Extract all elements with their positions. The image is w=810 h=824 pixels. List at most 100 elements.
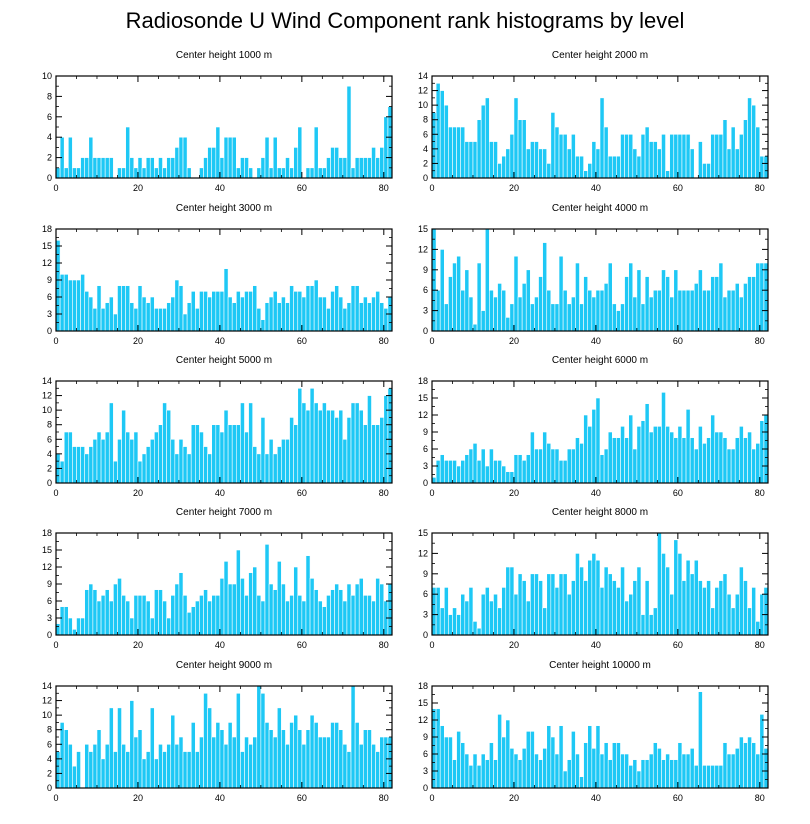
histogram-bar: [313, 402, 319, 484]
histogram-bar: [575, 437, 580, 484]
histogram-bar: [689, 437, 695, 484]
histogram-bar: [689, 289, 695, 332]
histogram-bar: [322, 167, 327, 179]
histogram-bar: [117, 167, 122, 179]
histogram-bar: [751, 276, 757, 332]
histogram-bar: [342, 743, 348, 789]
histogram-bar: [648, 141, 654, 179]
y-tick-label: 14: [418, 71, 428, 81]
histogram-bar: [276, 446, 282, 484]
histogram-bar: [121, 409, 126, 484]
y-tick-label: 8: [47, 91, 52, 101]
histogram-bar: [702, 443, 707, 484]
histogram-bar: [624, 276, 629, 332]
histogram-bar: [554, 448, 560, 484]
histogram-bar: [59, 606, 65, 636]
histogram-bar: [309, 387, 315, 484]
histogram-bar: [199, 167, 204, 179]
histogram-bar: [628, 133, 634, 179]
histogram-bar: [235, 167, 241, 179]
histogram-bar: [685, 289, 691, 332]
histogram-bar: [611, 303, 617, 332]
histogram-bar: [456, 465, 461, 484]
histogram-bar: [501, 587, 507, 636]
histogram-bar: [624, 753, 629, 789]
histogram-bar: [88, 296, 94, 332]
histogram-bar: [673, 539, 679, 636]
histogram-bar: [489, 289, 494, 332]
histogram-bar: [272, 589, 278, 636]
histogram-bar: [443, 303, 449, 332]
histogram-bar: [72, 629, 77, 636]
histogram-bar: [579, 443, 584, 484]
histogram-bar: [611, 155, 617, 179]
histogram-bar: [513, 97, 519, 179]
histogram-bar: [501, 155, 507, 179]
histogram-bar: [525, 731, 531, 789]
histogram-bar: [521, 580, 527, 636]
histogram-bar: [739, 426, 744, 484]
histogram-bar: [546, 725, 552, 789]
histogram-bar: [301, 600, 307, 636]
panel-title: Center height 5000 m: [176, 355, 272, 366]
histogram-bar: [538, 580, 543, 636]
histogram-bar: [648, 614, 654, 636]
histogram-bar: [677, 133, 683, 179]
x-tick-label: 80: [379, 336, 389, 346]
histogram-bar: [264, 302, 270, 332]
x-tick-label: 0: [429, 640, 434, 650]
histogram-bar: [726, 148, 732, 179]
histogram-bar: [170, 157, 176, 179]
histogram-bar: [162, 600, 167, 636]
histogram-bar: [484, 587, 490, 636]
x-tick-label: 80: [755, 488, 765, 498]
histogram-bar: [330, 291, 335, 332]
histogram-bar: [72, 279, 77, 332]
histogram-bar: [718, 580, 724, 636]
histogram-bar: [460, 289, 466, 332]
histogram-bar: [104, 302, 110, 332]
histogram-bar: [174, 583, 180, 636]
histogram-panel: Center height 8000 m 0 20 40 60 80 0 3 6 9 12 15: [418, 507, 769, 650]
histogram-bar: [330, 722, 335, 789]
histogram-bar: [305, 167, 311, 179]
histogram-bar: [354, 583, 360, 636]
histogram-bar: [648, 296, 654, 332]
histogram-bar: [63, 729, 69, 789]
histogram-bar: [240, 402, 245, 484]
histogram-bar: [170, 296, 176, 332]
histogram-bar: [698, 269, 703, 332]
histogram-bar: [285, 157, 290, 179]
histogram-bar: [501, 736, 507, 789]
histogram-bar: [272, 453, 278, 484]
histogram-bar: [546, 163, 552, 179]
histogram-bar: [322, 296, 327, 332]
histogram-bar: [652, 742, 658, 789]
histogram-panel: Center height 7000 m 0 20 40 60 80 0 3 6 9 12 15 18: [42, 507, 393, 650]
x-tick-label: 20: [133, 793, 143, 803]
histogram-bar: [346, 302, 352, 332]
histogram-bar: [755, 443, 761, 484]
histogram-bar: [326, 595, 331, 636]
histogram-bar: [207, 600, 213, 636]
histogram-bar: [550, 736, 556, 789]
histogram-bar: [367, 395, 372, 484]
histogram-bar: [730, 607, 736, 636]
histogram-bar: [751, 448, 757, 484]
histogram-bar: [317, 167, 323, 179]
histogram-bar: [534, 753, 539, 789]
histogram-bar: [260, 417, 266, 484]
histogram-bar: [706, 580, 711, 636]
histogram-bar: [170, 595, 176, 636]
histogram-bar: [472, 621, 478, 636]
histogram-bar: [464, 600, 470, 636]
histogram-bar: [338, 409, 344, 484]
histogram-bar: [460, 126, 466, 179]
histogram-bar: [509, 133, 515, 179]
histogram-bar: [489, 600, 494, 636]
x-tick-label: 0: [53, 183, 58, 193]
histogram-bar: [63, 274, 69, 332]
histogram-bar: [681, 580, 687, 636]
histogram-bar: [297, 291, 303, 332]
histogram-bar: [476, 119, 482, 179]
